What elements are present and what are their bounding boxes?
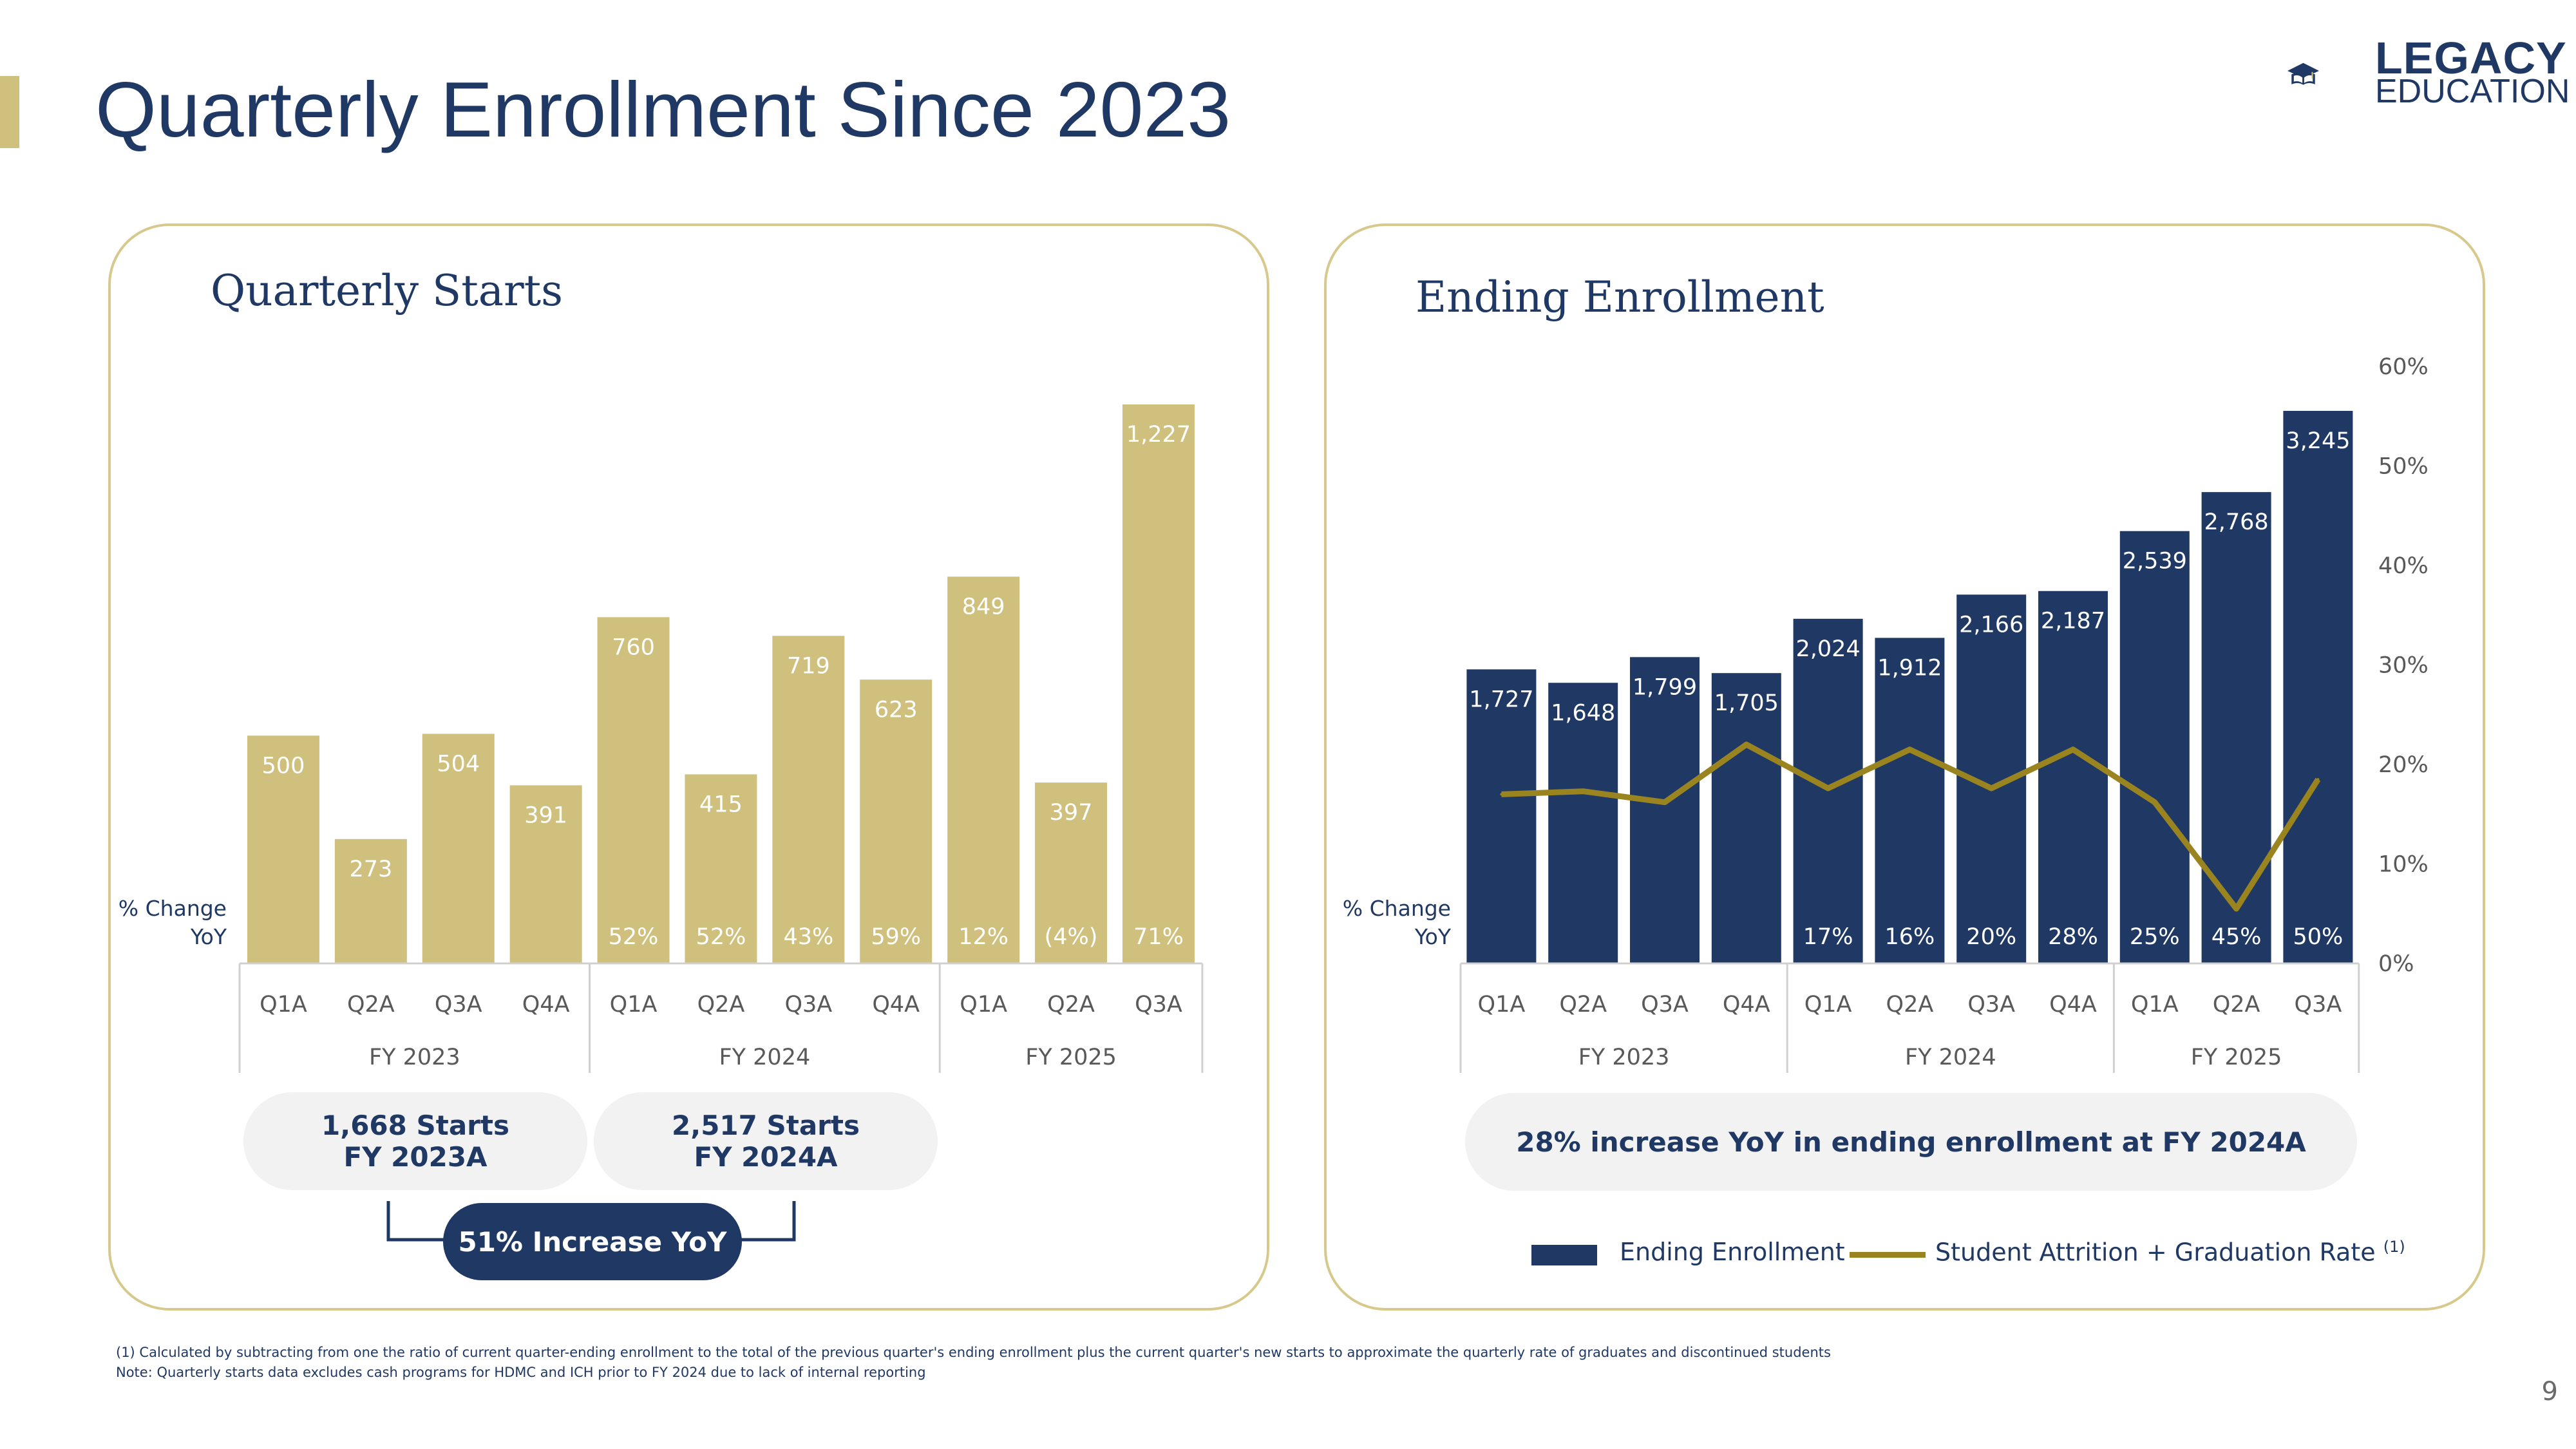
fy2023-starts-label: FY 2023A xyxy=(343,1141,488,1173)
fy2023-starts-pill: 1,668 Starts FY 2023A xyxy=(243,1092,587,1190)
ending-enrollment-title: Ending Enrollment xyxy=(1416,272,1824,322)
fy2024-starts-total: 2,517 Starts xyxy=(672,1110,860,1141)
legend-line-footnote-ref: (1) xyxy=(2383,1238,2405,1256)
enrollment-increase-pill: 28% increase YoY in ending enrollment at… xyxy=(1465,1093,2357,1191)
legend-line-text: Student Attrition + Graduation Rate xyxy=(1935,1238,2376,1267)
increase-bracket xyxy=(386,1201,796,1242)
logo-text-legacy: LEGACY xyxy=(2375,33,2567,83)
legend-line-swatch xyxy=(1850,1252,1926,1258)
legend-bar-label: Ending Enrollment xyxy=(1620,1238,1845,1266)
footnote-note: Note: Quarterly starts data excludes cas… xyxy=(116,1365,926,1380)
increase-yoy-badge: 51% Increase YoY xyxy=(443,1203,742,1280)
quarterly-starts-title: Quarterly Starts xyxy=(211,266,564,316)
legend-line-label: Student Attrition + Graduation Rate (1) xyxy=(1935,1238,2405,1267)
logo-text-education: EDUCATION xyxy=(2375,73,2570,110)
page-title: Quarterly Enrollment Since 2023 xyxy=(95,66,1231,153)
fy2024-starts-pill: 2,517 Starts FY 2024A xyxy=(594,1092,938,1190)
fy2024-starts-label: FY 2024A xyxy=(694,1141,838,1173)
title-accent-bar xyxy=(0,76,19,148)
fy2023-starts-total: 1,668 Starts xyxy=(321,1110,509,1141)
enrollment-increase-text: 28% increase YoY in ending enrollment at… xyxy=(1516,1126,2306,1158)
legend-bar-swatch xyxy=(1531,1245,1597,1265)
page-number: 9 xyxy=(2541,1377,2558,1406)
footnote-1: (1) Calculated by subtracting from one t… xyxy=(116,1345,1831,1360)
legacy-education-logo xyxy=(2287,62,2319,85)
